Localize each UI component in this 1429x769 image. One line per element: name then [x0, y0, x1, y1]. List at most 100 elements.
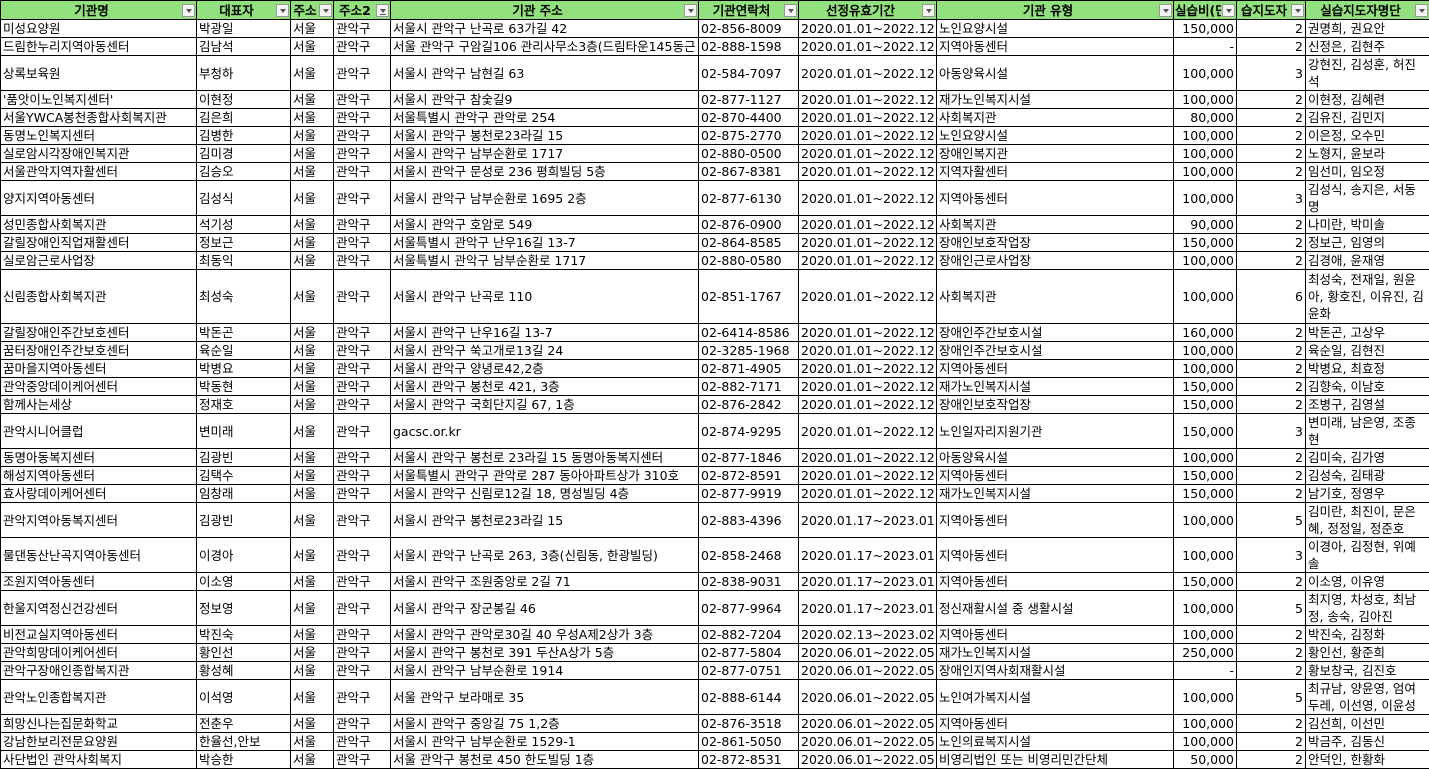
cell-city[interactable]: 서울	[290, 484, 334, 503]
cell-supervisor-count[interactable]: 2	[1236, 714, 1306, 733]
cell-supervisor-names[interactable]: 노형지, 윤보라	[1305, 144, 1429, 163]
cell-contact[interactable]: 02-876-3518	[698, 714, 799, 733]
cell-representative[interactable]: 박돈곤	[196, 323, 291, 342]
cell-address[interactable]: 서울시 관악구 난우16길 13-7	[390, 323, 699, 342]
cell-city[interactable]: 서울	[290, 714, 334, 733]
cell-supervisor-count[interactable]: 5	[1236, 502, 1306, 538]
filter-dropdown-icon[interactable]	[684, 3, 697, 17]
cell-valid-period[interactable]: 2020.06.01~2022.05.31	[798, 679, 937, 715]
cell-type[interactable]: 장애인주간보호시설	[936, 341, 1174, 360]
cell-representative[interactable]: 박승한	[196, 750, 291, 769]
cell-representative[interactable]: 김광빈	[196, 502, 291, 538]
cell-representative[interactable]: 최동익	[196, 251, 291, 270]
cell-valid-period[interactable]: 2020.02.13~2023.02.12	[798, 625, 937, 644]
cell-valid-period[interactable]: 2020.01.01~2022.12.31	[798, 395, 937, 414]
cell-fee[interactable]: 100,000	[1173, 251, 1237, 270]
cell-type[interactable]: 노인여가복지시설	[936, 679, 1174, 715]
cell-city[interactable]: 서울	[290, 233, 334, 252]
cell-address[interactable]: 서울시 관악구 호암로 549	[390, 215, 699, 234]
cell-representative[interactable]: 한율선,안보	[196, 732, 291, 751]
cell-fee[interactable]: 100,000	[1173, 162, 1237, 181]
cell-supervisor-names[interactable]: 박병요, 최효정	[1305, 359, 1429, 378]
cell-address[interactable]: 서울시 관악구 쑥고개로13길 24	[390, 341, 699, 360]
cell-fee[interactable]: 150,000	[1173, 377, 1237, 396]
cell-supervisor-count[interactable]: 2	[1236, 251, 1306, 270]
filter-dropdown-icon[interactable]	[182, 3, 195, 17]
cell-district[interactable]: 관악구	[333, 625, 391, 644]
cell-district[interactable]: 관악구	[333, 341, 391, 360]
cell-name[interactable]: 비전교실지역아동센터	[0, 625, 197, 644]
cell-address[interactable]: 서울시 관악구 양녕로42,2층	[390, 359, 699, 378]
cell-city[interactable]: 서울	[290, 413, 334, 449]
cell-representative[interactable]: 황성혜	[196, 661, 291, 680]
cell-contact[interactable]: 02-3285-1968	[698, 341, 799, 360]
cell-address[interactable]: 서울시 관악구 남현길 63	[390, 55, 699, 91]
cell-city[interactable]: 서울	[290, 395, 334, 414]
cell-district[interactable]: 관악구	[333, 714, 391, 733]
cell-contact[interactable]: 02-871-4905	[698, 359, 799, 378]
cell-supervisor-names[interactable]: 박금주, 김동신	[1305, 732, 1429, 751]
cell-city[interactable]: 서울	[290, 55, 334, 91]
cell-supervisor-count[interactable]: 2	[1236, 162, 1306, 181]
cell-address[interactable]: 서울시 관악구 난곡로 263, 3층(신림동, 한광빌딩)	[390, 537, 699, 573]
cell-representative[interactable]: 전춘우	[196, 714, 291, 733]
cell-representative[interactable]: 석기성	[196, 215, 291, 234]
cell-type[interactable]: 지역아동센터	[936, 466, 1174, 485]
cell-city[interactable]: 서울	[290, 679, 334, 715]
cell-fee[interactable]: 150,000	[1173, 466, 1237, 485]
cell-type[interactable]: 지역아동센터	[936, 572, 1174, 591]
cell-representative[interactable]: 김성식	[196, 180, 291, 216]
cell-address[interactable]: 서울특별시 관악구 남부순환로 1717	[390, 251, 699, 270]
cell-representative[interactable]: 박동현	[196, 377, 291, 396]
cell-contact[interactable]: 02-875-2770	[698, 126, 799, 145]
cell-type[interactable]: 지역아동센터	[936, 359, 1174, 378]
cell-type[interactable]: 재가노인복지시설	[936, 643, 1174, 662]
column-header-supervisor-count[interactable]: 습지도자	[1236, 0, 1306, 20]
cell-district[interactable]: 관악구	[333, 537, 391, 573]
cell-representative[interactable]: 이현정	[196, 90, 291, 109]
cell-city[interactable]: 서울	[290, 377, 334, 396]
cell-supervisor-names[interactable]: 김경애, 윤재영	[1305, 251, 1429, 270]
cell-fee[interactable]: 150,000	[1173, 572, 1237, 591]
cell-representative[interactable]: 정보영	[196, 590, 291, 626]
cell-valid-period[interactable]: 2020.06.01~2022.05.31	[798, 750, 937, 769]
cell-city[interactable]: 서울	[290, 448, 334, 467]
cell-supervisor-names[interactable]: 조병구, 김영설	[1305, 395, 1429, 414]
cell-contact[interactable]: 02-858-2468	[698, 537, 799, 573]
cell-name[interactable]: 조원지역아동센터	[0, 572, 197, 591]
cell-type[interactable]: 재가노인복지시설	[936, 90, 1174, 109]
cell-type[interactable]: 장애인주간보호시설	[936, 323, 1174, 342]
cell-supervisor-names[interactable]: 변미래, 남은영, 조종현	[1305, 413, 1429, 449]
cell-valid-period[interactable]: 2020.01.01~2022.12.31	[798, 448, 937, 467]
cell-address[interactable]: 서울시 관악구 난곡로 110	[390, 269, 699, 324]
cell-name[interactable]: 미성요양원	[0, 19, 197, 38]
cell-supervisor-names[interactable]: 안덕인, 한황화	[1305, 750, 1429, 769]
cell-name[interactable]: 관악희망데이케어센터	[0, 643, 197, 662]
cell-supervisor-names[interactable]: 김미숙, 김가영	[1305, 448, 1429, 467]
cell-representative[interactable]: 김미경	[196, 144, 291, 163]
cell-address[interactable]: 서울시 관악구 조원중앙로 2길 71	[390, 572, 699, 591]
cell-valid-period[interactable]: 2020.01.01~2022.12.31	[798, 108, 937, 127]
cell-type[interactable]: 지역아동센터	[936, 37, 1174, 56]
cell-contact[interactable]: 02-882-7171	[698, 377, 799, 396]
cell-supervisor-names[interactable]: 이경아, 김정현, 위예솔	[1305, 537, 1429, 573]
cell-representative[interactable]: 박진숙	[196, 625, 291, 644]
cell-fee[interactable]: 100,000	[1173, 341, 1237, 360]
cell-representative[interactable]: 이소영	[196, 572, 291, 591]
cell-supervisor-count[interactable]: 2	[1236, 395, 1306, 414]
cell-name[interactable]: 희망신나는집문화학교	[0, 714, 197, 733]
cell-fee[interactable]: 250,000	[1173, 643, 1237, 662]
cell-type[interactable]: 지역아동센터	[936, 502, 1174, 538]
cell-type[interactable]: 지역아동센터	[936, 625, 1174, 644]
cell-address[interactable]: 서울 관악구 보라매로 35	[390, 679, 699, 715]
cell-district[interactable]: 관악구	[333, 590, 391, 626]
cell-fee[interactable]: 100,000	[1173, 269, 1237, 324]
cell-representative[interactable]: 육순일	[196, 341, 291, 360]
cell-type[interactable]: 아동양육시설	[936, 448, 1174, 467]
cell-type[interactable]: 노인일자리지원기관	[936, 413, 1174, 449]
cell-district[interactable]: 관악구	[333, 19, 391, 38]
cell-fee[interactable]: 100,000	[1173, 448, 1237, 467]
cell-supervisor-count[interactable]: 2	[1236, 341, 1306, 360]
cell-name[interactable]: 갈릴장애인주간보호센터	[0, 323, 197, 342]
cell-type[interactable]: 장애인복지관	[936, 144, 1174, 163]
